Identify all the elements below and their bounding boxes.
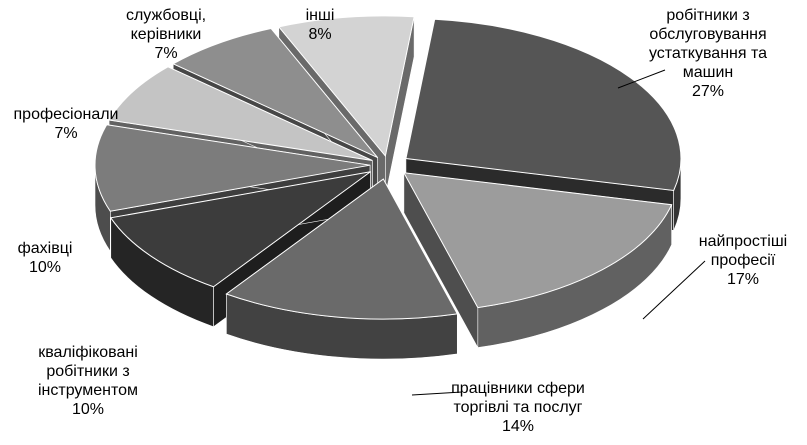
leader-line-2: [411, 391, 463, 396]
slice-percent-2: 14%: [502, 418, 534, 435]
slice-label-line-0-2: устаткування та: [649, 45, 767, 62]
pie-slice-5: [108, 66, 373, 161]
slice-percent-5: 7%: [54, 125, 77, 142]
pie-slice-6: [172, 27, 378, 158]
slice-label-line-6-0: службовці,: [126, 7, 206, 24]
pie-slice-2: [225, 178, 459, 320]
pie-slice-7: [277, 15, 415, 158]
slice-label-line-2-0: працівники сфери: [451, 380, 585, 397]
pie-slice-4: [94, 124, 371, 212]
slice-label-line-4-0: фахівці: [18, 240, 73, 257]
slice-percent-0: 27%: [692, 83, 724, 100]
slice-percent-3: 10%: [72, 401, 104, 418]
slice-label-line-5-0: професіонали: [14, 106, 119, 123]
slice-label-7: інші 8%: [306, 7, 335, 43]
slice-label-5: професіонали 7%: [14, 106, 119, 142]
pie-slice-1: [402, 172, 673, 309]
slice-label-line-2-1: торгівлі та послуг: [453, 399, 582, 416]
slice-percent-1: 17%: [727, 271, 759, 288]
slice-labels: робітники з обслуговування устаткування та…: [14, 7, 788, 435]
slice-label-2: працівники сфери торгівлі та послуг 14%: [451, 380, 585, 435]
slice-percent-6: 7%: [154, 45, 177, 62]
slice-label-line-3-2: інструментом: [38, 382, 138, 399]
slice-label-6: службовці, керівники 7%: [126, 7, 206, 62]
slice-label-line-3-0: кваліфіковані: [38, 344, 138, 361]
pie-slice-3: [109, 171, 371, 288]
slice-percent-7: 8%: [308, 26, 331, 43]
slice-label-line-3-1: робітники з: [46, 363, 129, 380]
slice-label-line-1-0: найпростіші: [699, 233, 787, 250]
slice-label-line-0-0: робітники з: [666, 7, 749, 24]
slice-label-4: фахівці 10%: [18, 240, 73, 276]
slice-percent-4: 10%: [29, 259, 61, 276]
slice-label-line-7-0: інші: [306, 7, 335, 24]
slice-label-line-0-1: обслуговування: [649, 26, 766, 43]
slice-label-3: кваліфіковані робітники з інструментом 10%: [38, 344, 138, 418]
pie-slice-0: [405, 18, 682, 192]
leader-lines: [411, 69, 706, 396]
pie-tops: [94, 15, 682, 320]
leader-line-1: [642, 260, 706, 320]
leader-line-0: [617, 69, 666, 89]
slice-label-line-6-1: керівники: [131, 26, 202, 43]
slice-label-0: робітники з обслуговування устаткування та…: [649, 7, 767, 100]
slice-label-1: найпростіші професії 17%: [699, 233, 787, 288]
slice-label-line-0-3: машин: [683, 64, 734, 81]
slice-label-line-1-1: професії: [711, 252, 776, 269]
